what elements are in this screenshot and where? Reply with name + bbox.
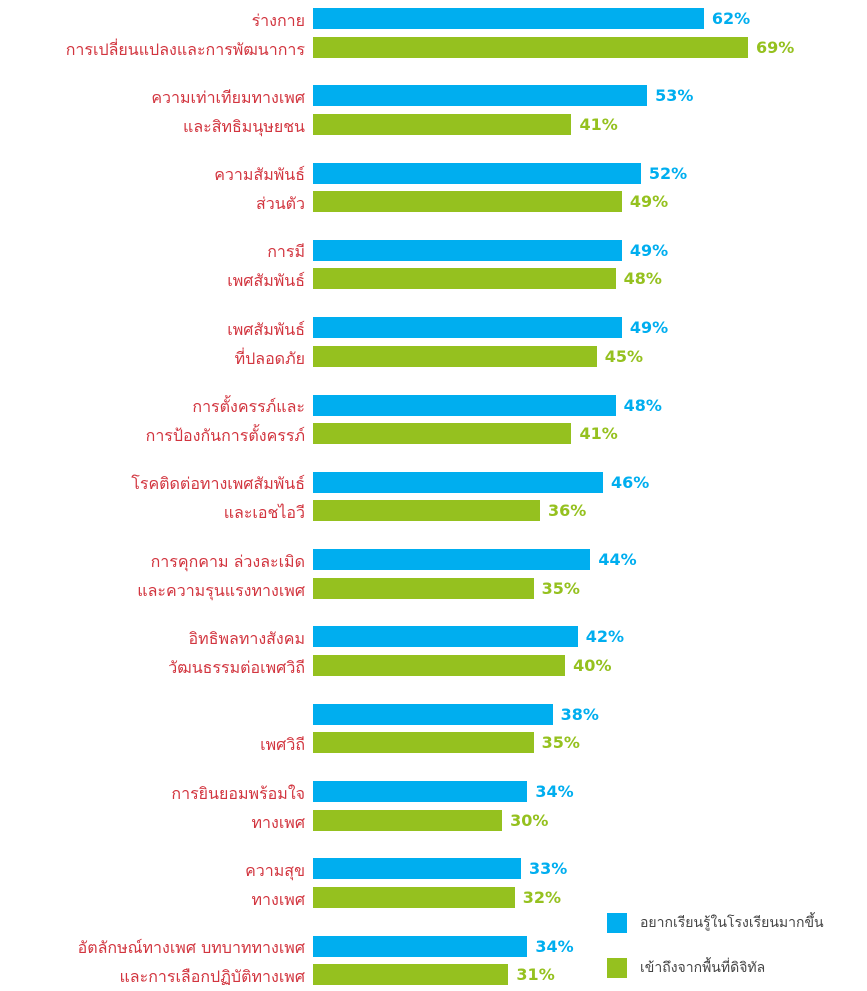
value-label: 35% bbox=[541, 733, 580, 753]
value-label: 38% bbox=[560, 704, 599, 724]
bar bbox=[313, 394, 616, 416]
bar bbox=[313, 964, 509, 986]
value-label: 62% bbox=[711, 9, 751, 28]
value-label: 31% bbox=[516, 965, 555, 985]
value-label: 52% bbox=[648, 163, 688, 183]
value-label: 48% bbox=[623, 269, 662, 289]
value-label: 42% bbox=[585, 627, 625, 647]
category-label: อัตลักษณ์ทางเพศ บทบาททางเพศ และการเลือกป… bbox=[77, 938, 305, 987]
bar bbox=[313, 317, 622, 339]
category-label: เพศวิถี bbox=[260, 734, 305, 754]
bar bbox=[313, 113, 572, 135]
category-label: การยินยอมพร้อมใจ ทางเพศ bbox=[171, 783, 305, 832]
value-label: 49% bbox=[629, 240, 669, 260]
bar bbox=[313, 423, 572, 444]
bar bbox=[313, 577, 534, 599]
value-label: 53% bbox=[655, 86, 694, 106]
bar bbox=[313, 654, 566, 676]
value-label: 45% bbox=[604, 346, 643, 366]
value-label: 44% bbox=[598, 550, 637, 570]
bar bbox=[313, 935, 528, 957]
value-label: 48% bbox=[623, 395, 662, 415]
value-label: 34% bbox=[535, 782, 574, 801]
bar bbox=[313, 162, 641, 184]
bar bbox=[313, 268, 616, 290]
value-label: 41% bbox=[579, 424, 618, 443]
bar bbox=[313, 239, 622, 261]
category-label: ความเท่าเทียมทางเพศ และสิทธิมนุษยชน bbox=[151, 87, 305, 136]
bar bbox=[313, 85, 648, 107]
value-label: 40% bbox=[573, 655, 612, 675]
bar bbox=[313, 471, 603, 493]
value-label: 41% bbox=[579, 114, 618, 134]
category-label: ความสัมพันธ์ ส่วนตัว bbox=[214, 165, 305, 214]
value-label: 46% bbox=[611, 472, 650, 492]
bar bbox=[313, 8, 704, 29]
bar bbox=[313, 781, 528, 802]
bar bbox=[313, 732, 534, 754]
bar bbox=[313, 626, 578, 648]
value-label: 49% bbox=[629, 318, 669, 338]
legend-swatch bbox=[607, 958, 627, 978]
value-label: 36% bbox=[547, 501, 587, 521]
bar bbox=[313, 886, 515, 908]
value-label: 32% bbox=[522, 887, 562, 907]
category-label: การตั้งครรภ์และ การป้องกันการตั้งครรภ์ bbox=[145, 397, 305, 445]
value-label: 30% bbox=[510, 810, 549, 830]
category-label: เพศสัมพันธ์ ที่ปลอดภัย bbox=[227, 319, 305, 368]
legend-label: เข้าถึงจากพื้นที่ดิจิทัล bbox=[640, 960, 766, 976]
bar bbox=[313, 191, 622, 213]
legend-label: อยากเรียนรู้ในโรงเรียนมากขึ้น bbox=[640, 915, 824, 931]
value-label: 49% bbox=[629, 192, 669, 212]
category-label: โรคติดต่อทางเพศสัมพันธ์ และเอชไอวี bbox=[131, 474, 305, 523]
bar bbox=[313, 500, 540, 522]
bar bbox=[313, 858, 522, 880]
value-label: 34% bbox=[535, 936, 574, 956]
bar bbox=[313, 36, 748, 58]
category-label: การคุกคาม ล่วงละเมิด และความรุนแรงทางเพศ bbox=[137, 551, 305, 600]
category-label: อิทธิพลทางสังคม วัฒนธรรมต่อเพศวิถี bbox=[168, 628, 305, 677]
bar bbox=[313, 703, 553, 725]
category-label: ร่างกาย การเปลี่ยนแปลงและการพัฒนาการ bbox=[65, 10, 305, 59]
bar bbox=[313, 549, 591, 571]
value-label: 69% bbox=[756, 37, 795, 57]
value-label: 35% bbox=[541, 578, 580, 598]
category-label: การมี เพศสัมพันธ์ bbox=[227, 242, 305, 291]
value-label: 33% bbox=[529, 859, 568, 879]
bar bbox=[313, 809, 503, 831]
legend-swatch bbox=[607, 913, 627, 933]
category-label: ความสุข ทางเพศ bbox=[245, 860, 305, 909]
bar bbox=[313, 345, 597, 367]
